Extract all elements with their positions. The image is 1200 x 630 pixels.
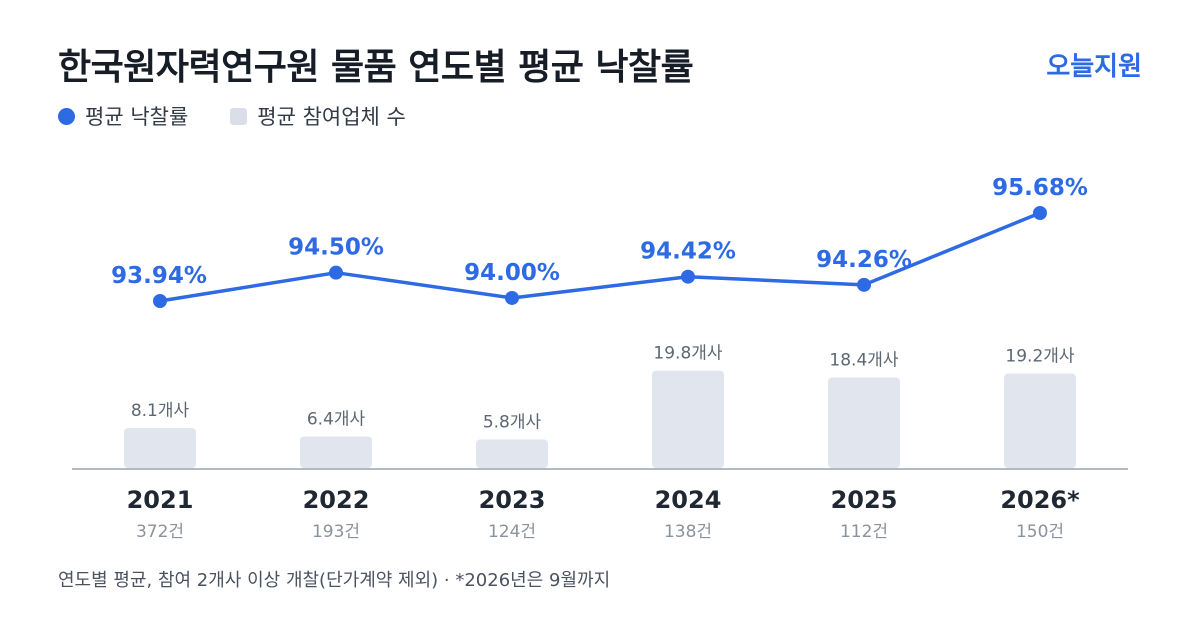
footnote: 연도별 평균, 참여 2개사 이상 개찰(단가계약 제외) · *2026년은 …: [58, 570, 611, 591]
legend-item-bidders: 평균 참여업체 수: [230, 101, 406, 131]
bar-2024: [652, 370, 724, 468]
line-label-2025: 94.26%: [816, 247, 912, 273]
legend-label-rate: 평균 낙찰률: [85, 105, 189, 129]
chart-title: 한국원자력연구원 물품 연도별 평균 낙찰률: [58, 47, 694, 88]
x-sublabel-2025: 112건: [840, 522, 888, 542]
x-sublabel-2023: 124건: [488, 522, 536, 542]
bar-2025: [828, 377, 900, 468]
x-tick-label-2025: 2025: [831, 486, 898, 514]
x-tick-label-2022: 2022: [303, 486, 370, 514]
legend-bar-icon: [230, 107, 248, 125]
line-series-rate: [158, 211, 1042, 303]
legend: 평균 낙찰률 평균 참여업체 수: [58, 101, 448, 131]
bar-2023: [476, 439, 548, 468]
bar-label-2022: 6.4개사: [307, 410, 366, 430]
x-sublabel-2024: 138건: [664, 522, 712, 542]
bar-label-2025: 18.4개사: [829, 350, 898, 370]
line-point-2026*: [1033, 206, 1047, 220]
x-sublabel-2022: 193건: [312, 522, 360, 542]
bar-2021: [124, 428, 196, 468]
x-tick-label-2024: 2024: [655, 486, 722, 514]
line-point-2023: [505, 290, 519, 305]
legend-label-bidders: 평균 참여업체 수: [257, 105, 406, 129]
x-sublabel-2026*: 150건: [1016, 522, 1064, 542]
x-tick-label-2023: 2023: [479, 486, 546, 514]
bar-2026*: [1004, 373, 1076, 468]
legend-dot-icon: [58, 107, 75, 125]
line-label-2021: 93.94%: [111, 263, 207, 289]
line-label-2022: 94.50%: [288, 235, 384, 261]
bar-label-2026*: 19.2개사: [1005, 347, 1074, 367]
bar-2022: [300, 436, 372, 468]
bar-label-2021: 8.1개사: [131, 401, 190, 421]
bar-label-2023: 5.8개사: [483, 412, 542, 432]
x-tick-label-2026*: 2026*: [1000, 486, 1080, 514]
legend-item-rate: 평균 낙찰률: [58, 101, 188, 131]
brand-logo: 오늘지원: [1046, 52, 1142, 82]
line-label-2024: 94.42%: [640, 239, 736, 265]
bar-label-2024: 19.8개사: [653, 344, 722, 364]
line-point-2025: [857, 277, 871, 292]
line-point-2022: [329, 265, 343, 280]
x-sublabel-2021: 372건: [136, 522, 184, 542]
x-tick-label-2021: 2021: [127, 486, 194, 514]
line-point-2024: [681, 269, 695, 284]
line-point-2021: [153, 294, 167, 308]
line-label-2026*: 95.68%: [992, 175, 1088, 201]
line-label-2023: 94.00%: [464, 260, 560, 286]
